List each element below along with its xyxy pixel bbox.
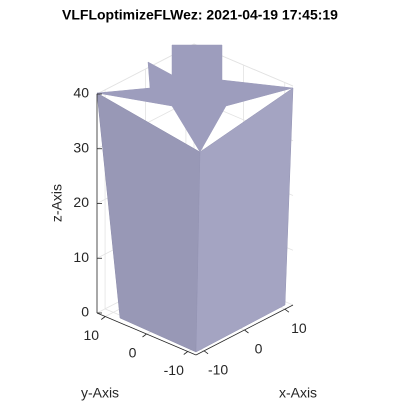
y-tick-label: 10 — [83, 327, 99, 343]
z-tick-label: 30 — [73, 139, 89, 155]
y-tick-label: -10 — [164, 362, 184, 378]
x-tick-label: -10 — [208, 362, 228, 378]
z-tick-label: 40 — [73, 85, 89, 101]
chart-title: VLFLoptimizeFLWez: 2021-04-19 17:45:19 — [62, 7, 338, 23]
surface-top — [96, 44, 294, 153]
x-tick — [284, 308, 290, 313]
y-tick-label: 0 — [129, 345, 137, 361]
x-tick — [244, 329, 249, 334]
z-axis-label: z-Axis — [49, 184, 65, 222]
y-tick — [101, 316, 106, 320]
z-tick-label: 10 — [73, 249, 89, 265]
x-axis-label: x-Axis — [279, 385, 317, 401]
y-tick — [183, 351, 188, 355]
y-axis-label: y-Axis — [81, 385, 119, 401]
x-tick-label: 0 — [255, 341, 263, 357]
x-tick — [203, 350, 209, 355]
y-tick — [142, 333, 147, 338]
axes: 0 10 20 30 40 -10 0 10 -10 0 10 — [73, 85, 306, 379]
surface — [96, 44, 294, 353]
x-tick-label: 10 — [291, 320, 307, 336]
z-tick-label: 0 — [81, 304, 89, 320]
surface-right-face — [195, 87, 294, 353]
z-tick-label: 20 — [73, 194, 89, 210]
